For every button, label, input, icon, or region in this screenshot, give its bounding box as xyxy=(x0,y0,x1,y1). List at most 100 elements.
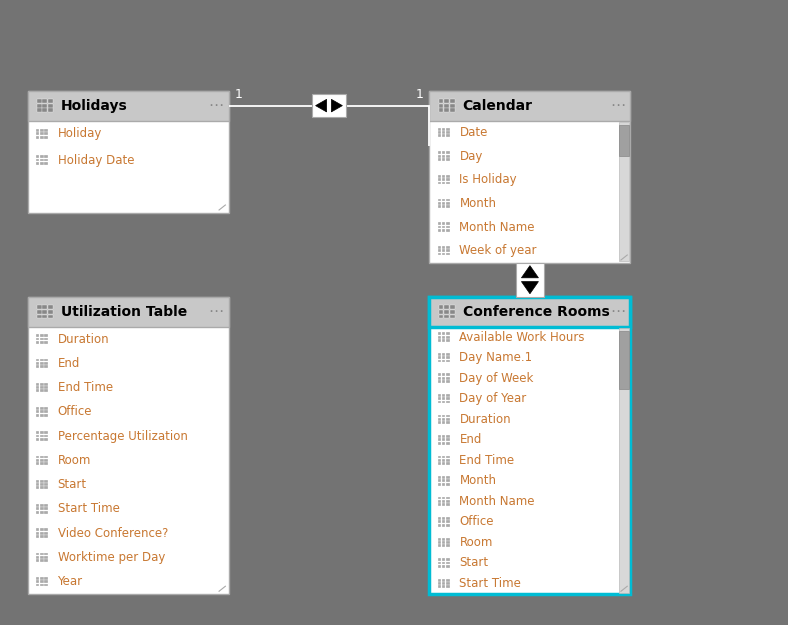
Bar xyxy=(446,249,450,252)
Bar xyxy=(40,504,43,507)
Bar xyxy=(446,336,450,339)
Bar xyxy=(40,132,43,135)
Bar xyxy=(37,310,42,314)
Bar xyxy=(619,122,629,261)
Bar xyxy=(44,528,48,531)
Bar xyxy=(48,108,53,112)
Bar xyxy=(446,380,450,383)
Bar xyxy=(442,558,445,561)
Bar xyxy=(437,127,441,131)
Bar xyxy=(437,229,441,232)
Bar xyxy=(444,108,449,112)
Bar xyxy=(446,541,450,544)
Bar xyxy=(437,544,441,547)
Bar xyxy=(28,297,229,327)
Bar xyxy=(437,497,441,499)
Text: Start: Start xyxy=(58,478,87,491)
Bar xyxy=(619,328,629,592)
Bar xyxy=(40,338,43,341)
Bar xyxy=(446,558,450,561)
Bar xyxy=(442,226,445,229)
Bar xyxy=(44,159,48,161)
Bar xyxy=(442,435,445,438)
Text: ⋯: ⋯ xyxy=(610,304,626,319)
Bar xyxy=(437,456,441,458)
Bar xyxy=(446,561,450,564)
Bar xyxy=(40,577,43,580)
Text: Holidays: Holidays xyxy=(61,99,128,112)
Bar xyxy=(442,229,445,232)
Text: Start Time: Start Time xyxy=(58,503,120,516)
Bar xyxy=(442,158,445,161)
Bar xyxy=(446,544,450,547)
Text: Start: Start xyxy=(459,556,489,569)
Bar xyxy=(437,438,441,441)
Bar xyxy=(35,155,39,158)
Bar xyxy=(35,504,39,507)
Bar xyxy=(37,306,42,309)
Bar xyxy=(44,504,48,507)
Bar xyxy=(43,306,47,309)
Bar xyxy=(446,154,450,158)
Bar xyxy=(446,394,450,397)
Text: 1: 1 xyxy=(235,88,243,101)
Bar xyxy=(446,151,450,154)
Bar xyxy=(442,127,445,131)
Bar xyxy=(48,306,53,309)
Text: 1: 1 xyxy=(415,88,423,101)
Bar xyxy=(35,459,39,462)
Bar xyxy=(40,584,43,586)
Bar xyxy=(442,253,445,256)
Bar xyxy=(442,175,445,178)
Bar xyxy=(437,500,441,502)
Text: Month: Month xyxy=(459,197,496,210)
Bar xyxy=(446,579,450,582)
Bar xyxy=(446,127,450,131)
Bar xyxy=(437,226,441,229)
Text: End Time: End Time xyxy=(58,381,113,394)
Bar xyxy=(446,222,450,225)
Bar xyxy=(437,394,441,397)
Bar xyxy=(35,338,39,341)
Bar xyxy=(437,205,441,208)
Bar xyxy=(44,511,48,514)
Bar xyxy=(442,154,445,158)
Bar xyxy=(37,104,42,107)
Text: Holiday Date: Holiday Date xyxy=(58,154,134,166)
Bar xyxy=(44,132,48,135)
Bar xyxy=(442,524,445,527)
Bar xyxy=(442,131,445,134)
Bar xyxy=(40,480,43,482)
Bar xyxy=(442,374,445,376)
Bar xyxy=(437,377,441,379)
Text: Date: Date xyxy=(459,126,488,139)
Bar xyxy=(43,104,47,107)
Text: Video Conference?: Video Conference? xyxy=(58,527,168,539)
Bar xyxy=(35,508,39,510)
Bar xyxy=(40,389,43,392)
Text: End: End xyxy=(459,433,481,446)
Bar xyxy=(429,297,630,327)
Bar xyxy=(437,175,441,178)
Bar xyxy=(40,483,43,486)
Bar xyxy=(437,253,441,256)
Bar xyxy=(35,456,39,458)
Bar xyxy=(35,411,39,413)
Bar xyxy=(446,359,450,362)
Bar xyxy=(437,435,441,438)
Bar xyxy=(446,476,450,479)
Bar xyxy=(446,421,450,424)
Bar xyxy=(437,199,441,201)
Bar xyxy=(442,438,445,441)
Bar xyxy=(44,438,48,441)
Bar xyxy=(40,459,43,462)
Bar xyxy=(429,297,630,594)
Bar xyxy=(44,382,48,386)
Bar xyxy=(437,380,441,383)
Bar xyxy=(35,559,39,562)
Text: ⋯: ⋯ xyxy=(208,304,224,319)
Bar xyxy=(437,482,441,486)
Bar xyxy=(44,580,48,583)
Bar xyxy=(44,584,48,586)
Bar xyxy=(442,586,445,588)
